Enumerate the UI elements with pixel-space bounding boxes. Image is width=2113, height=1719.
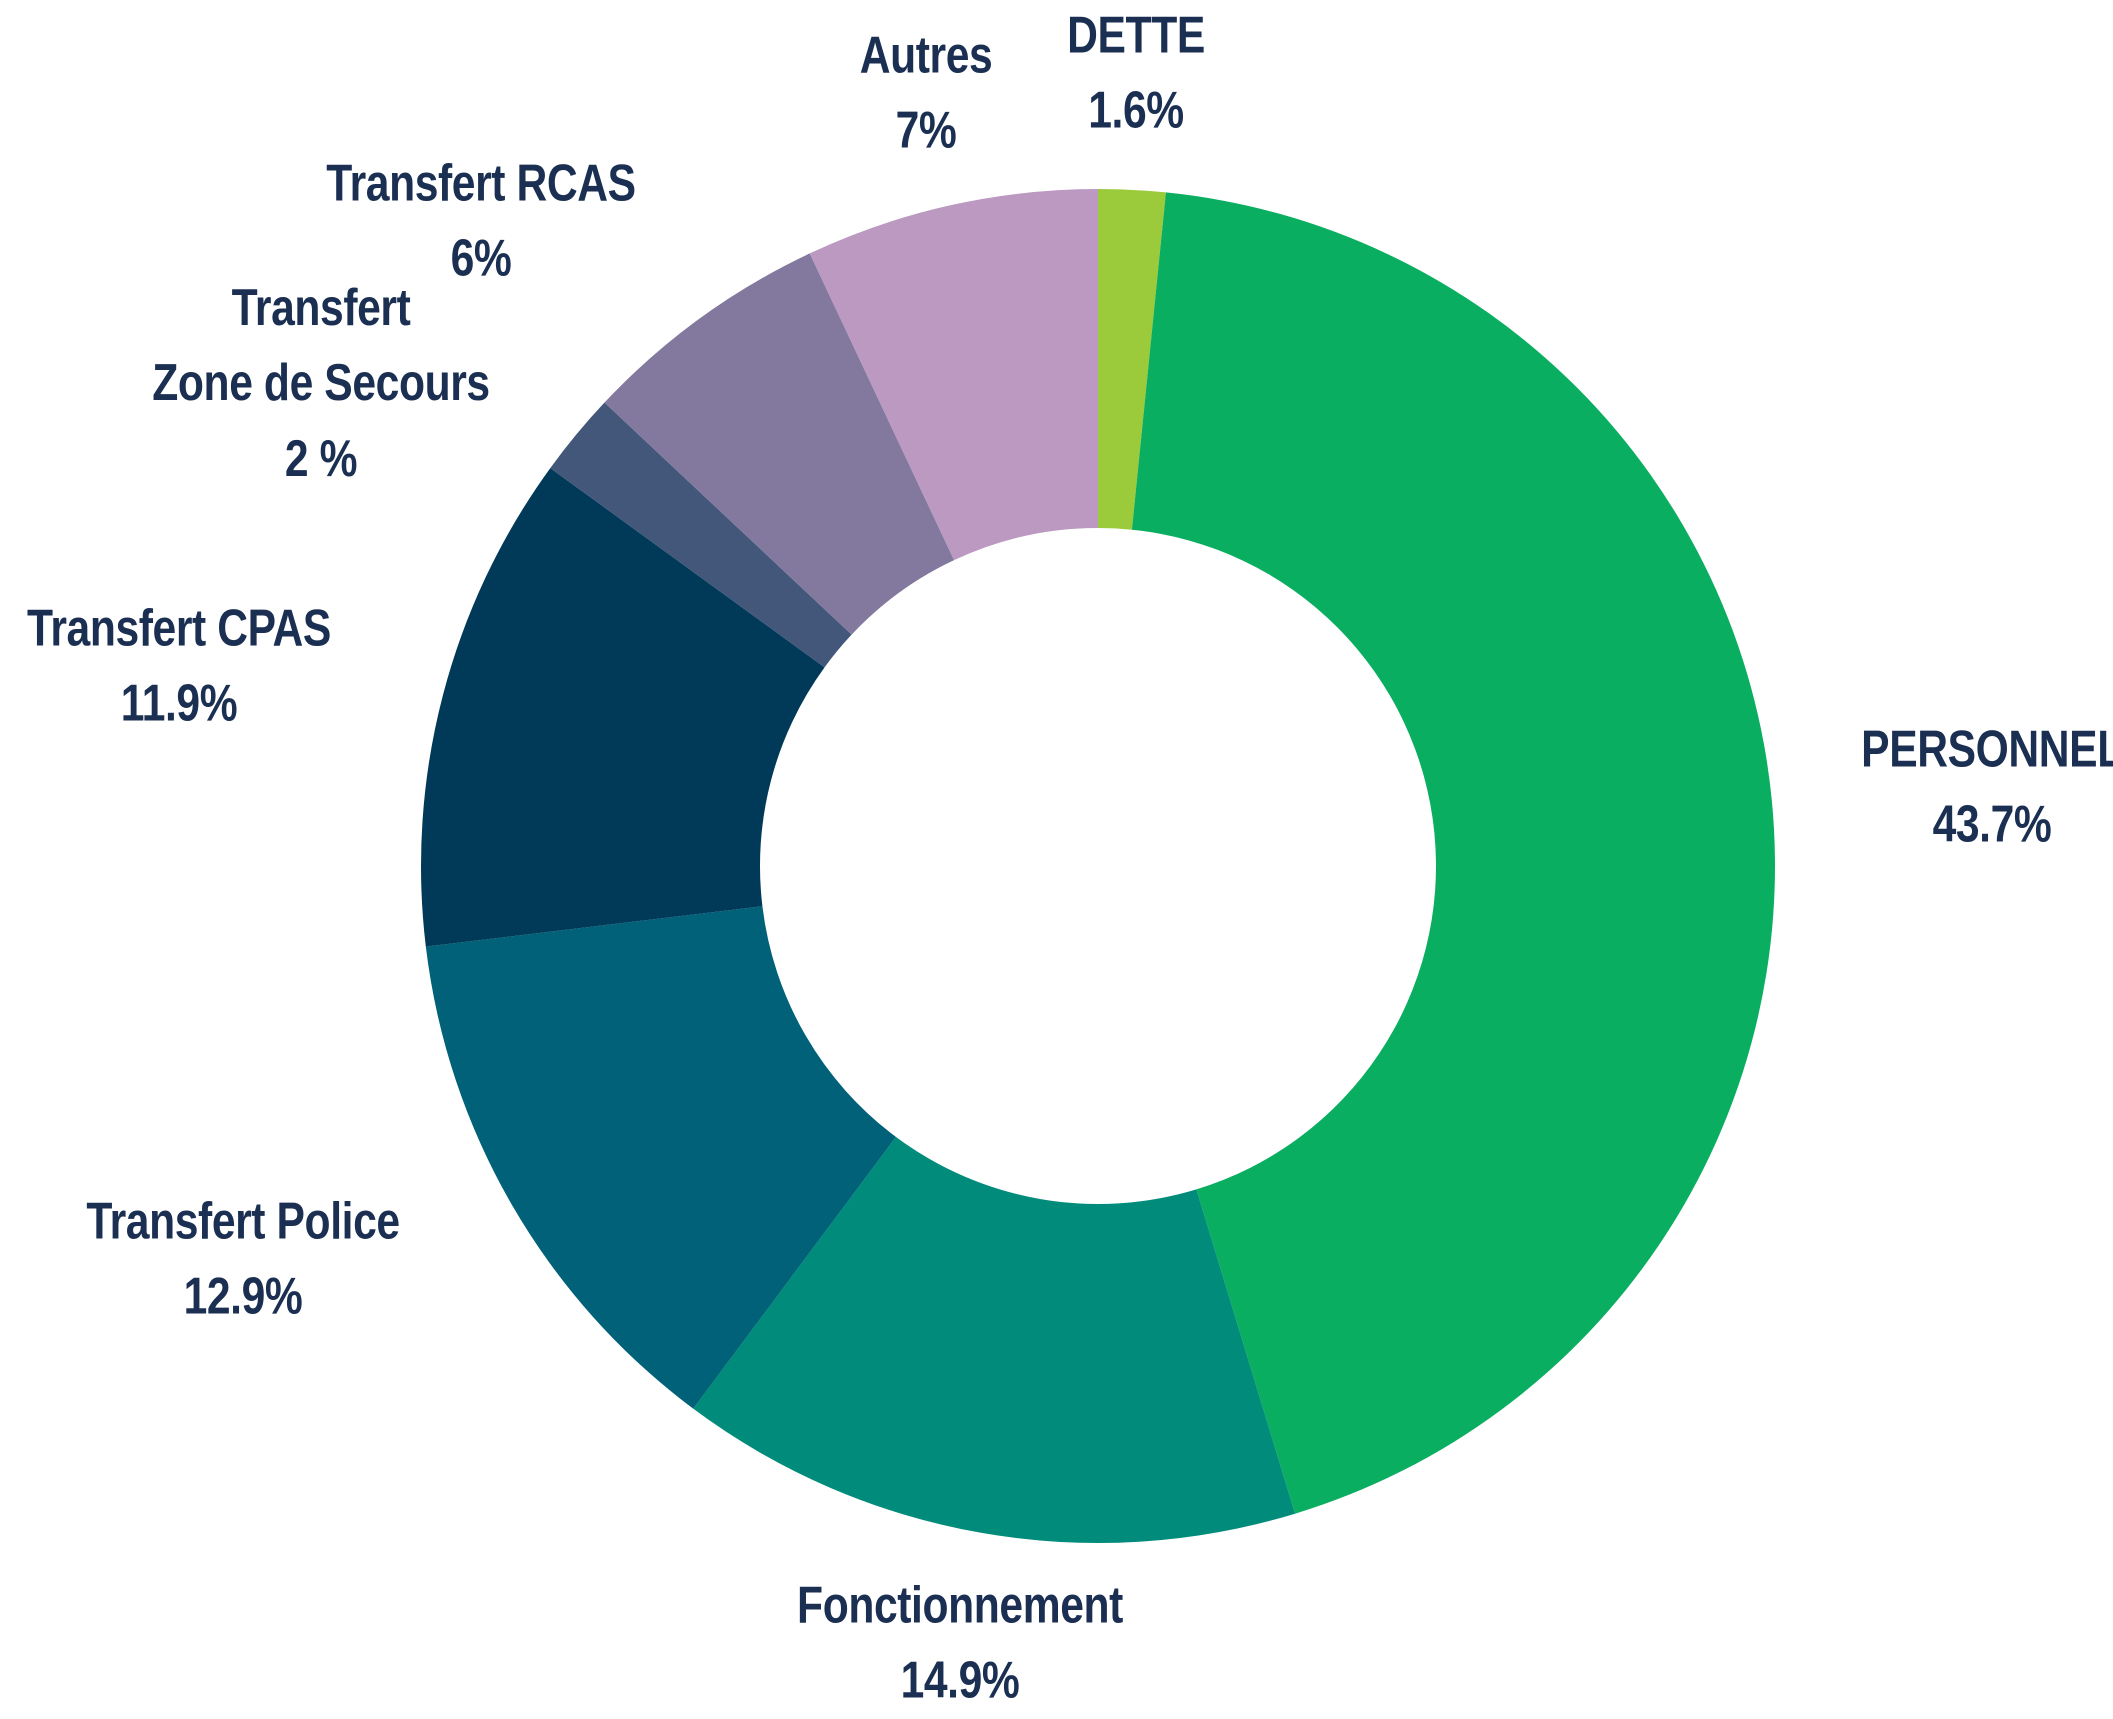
slice bbox=[809, 189, 1098, 561]
slice-label: Transfert CPAS 11.9% bbox=[27, 592, 331, 743]
value-label: 12.9% bbox=[183, 1268, 303, 1326]
category-name: DETTE bbox=[1067, 6, 1205, 65]
value-label: 7% bbox=[895, 102, 957, 160]
slice-label: Transfert Zone de Secours 2 % bbox=[152, 271, 490, 497]
category-name: Fonctionnement bbox=[797, 1576, 1123, 1635]
value-label: 1.6% bbox=[1088, 82, 1184, 140]
slice-label: DETTE 1.6% bbox=[1067, 0, 1205, 149]
slice bbox=[420, 468, 825, 947]
category-name: Transfert Police bbox=[86, 1192, 400, 1251]
slice bbox=[550, 402, 852, 668]
category-name: Autres bbox=[859, 26, 993, 85]
slice bbox=[1098, 189, 1166, 530]
slice-label: Transfert Police 12.9% bbox=[86, 1185, 400, 1336]
value-label: 14.9% bbox=[900, 1652, 1020, 1710]
slice bbox=[604, 253, 955, 635]
slice bbox=[1131, 192, 1775, 1514]
category-name: Transfert CPAS bbox=[27, 599, 331, 658]
slice bbox=[693, 1136, 1296, 1543]
slice-label: PERSONNEL 43.7% bbox=[1861, 713, 2113, 864]
value-label: 6% bbox=[450, 230, 512, 288]
category-name: PERSONNEL bbox=[1861, 720, 2113, 779]
slice-label: Autres 7% bbox=[860, 19, 993, 170]
slice-label: Transfert RCAS 6% bbox=[326, 147, 636, 298]
value-label: 43.7% bbox=[1932, 796, 2052, 854]
category-name: Transfert Zone de Secours bbox=[152, 278, 490, 413]
value-label: 11.9% bbox=[120, 675, 238, 733]
slice bbox=[425, 906, 896, 1409]
slice-label: Fonctionnement 14.9% bbox=[797, 1569, 1123, 1719]
category-name: Transfert RCAS bbox=[326, 154, 636, 213]
value-label: 2 % bbox=[284, 429, 358, 488]
